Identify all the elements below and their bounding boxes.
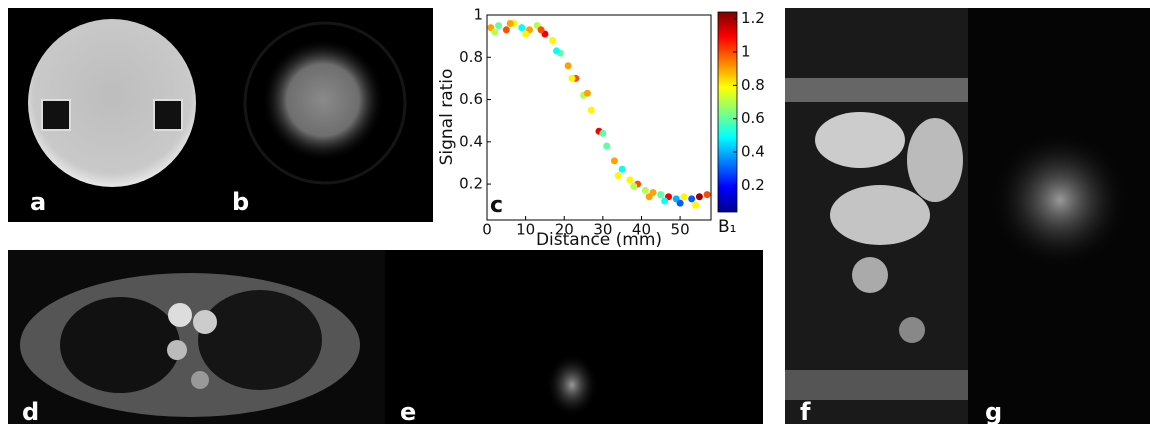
colorbar-tick-label: 1 bbox=[741, 43, 751, 61]
colorbar-tick-label: 1.2 bbox=[741, 9, 765, 27]
signal bbox=[990, 130, 1130, 270]
panel-label: d bbox=[22, 398, 39, 424]
point bbox=[614, 172, 622, 180]
spine bbox=[191, 371, 209, 389]
colorbar-label: B₁ bbox=[718, 217, 736, 237]
panel-label: f bbox=[800, 398, 811, 424]
point bbox=[518, 24, 526, 32]
point bbox=[610, 157, 618, 165]
point bbox=[661, 197, 669, 205]
chest-wall bbox=[785, 78, 968, 102]
panel-label: g bbox=[985, 398, 1002, 424]
x-tick-label: 40 bbox=[632, 221, 651, 239]
point bbox=[688, 195, 696, 203]
point bbox=[695, 193, 703, 201]
point bbox=[549, 36, 557, 44]
insert bbox=[153, 99, 183, 131]
point bbox=[587, 106, 595, 114]
phantom-edge bbox=[243, 21, 407, 185]
colorbar-tick-label: 0.8 bbox=[741, 76, 765, 94]
vessel bbox=[907, 118, 963, 202]
point bbox=[495, 22, 503, 30]
phantom bbox=[263, 40, 383, 160]
y-tick-label: 0.2 bbox=[459, 175, 483, 193]
x-axis-label: Distance (mm) bbox=[536, 230, 662, 250]
vessel bbox=[815, 112, 905, 168]
phantom bbox=[28, 19, 196, 187]
point bbox=[583, 89, 591, 97]
point bbox=[692, 201, 700, 209]
y-tick-label: 1 bbox=[473, 6, 483, 24]
x-tick-label: 30 bbox=[593, 221, 612, 239]
point bbox=[641, 186, 649, 194]
colorbar-tick-label: 0.2 bbox=[741, 176, 765, 194]
y-tick-label: 0.8 bbox=[459, 48, 483, 66]
panel-label: c bbox=[490, 193, 503, 218]
point bbox=[626, 176, 634, 184]
point bbox=[645, 193, 653, 201]
point bbox=[568, 74, 576, 82]
point bbox=[603, 142, 611, 150]
point bbox=[676, 199, 684, 207]
x-tick-label: 50 bbox=[671, 221, 690, 239]
point bbox=[537, 26, 545, 34]
point bbox=[618, 165, 626, 173]
panel-label: e bbox=[400, 398, 416, 424]
point bbox=[630, 182, 638, 190]
vessel bbox=[830, 185, 930, 245]
point bbox=[506, 19, 514, 27]
point bbox=[599, 129, 607, 137]
panel-label: a bbox=[30, 188, 46, 216]
point bbox=[502, 26, 510, 34]
y-axis-label: Signal ratio bbox=[437, 69, 457, 166]
vessel bbox=[852, 257, 888, 293]
insert bbox=[41, 99, 71, 131]
x-tick-label: 20 bbox=[555, 221, 574, 239]
y-tick-label: 0.6 bbox=[459, 90, 483, 108]
x-tick-label: 0 bbox=[482, 221, 492, 239]
point bbox=[564, 62, 572, 70]
lung bbox=[198, 290, 322, 390]
colorbar-tick-label: 0.6 bbox=[741, 109, 765, 127]
vessel bbox=[193, 310, 217, 334]
point bbox=[553, 47, 561, 55]
plot-area bbox=[486, 14, 712, 221]
spine bbox=[546, 353, 598, 417]
point bbox=[491, 28, 499, 36]
vessel bbox=[168, 303, 192, 327]
y-tick-label: 0.4 bbox=[459, 132, 483, 150]
point bbox=[703, 191, 711, 199]
colorbar-tick-label: 0.4 bbox=[741, 143, 765, 161]
point bbox=[522, 30, 530, 38]
point bbox=[680, 193, 688, 201]
vessel bbox=[167, 340, 187, 360]
lung bbox=[60, 297, 180, 393]
colorbar bbox=[717, 11, 738, 213]
spine bbox=[899, 317, 925, 343]
panel-label: b bbox=[232, 188, 249, 216]
back bbox=[785, 370, 968, 400]
x-tick-label: 10 bbox=[516, 221, 535, 239]
point bbox=[657, 191, 665, 199]
